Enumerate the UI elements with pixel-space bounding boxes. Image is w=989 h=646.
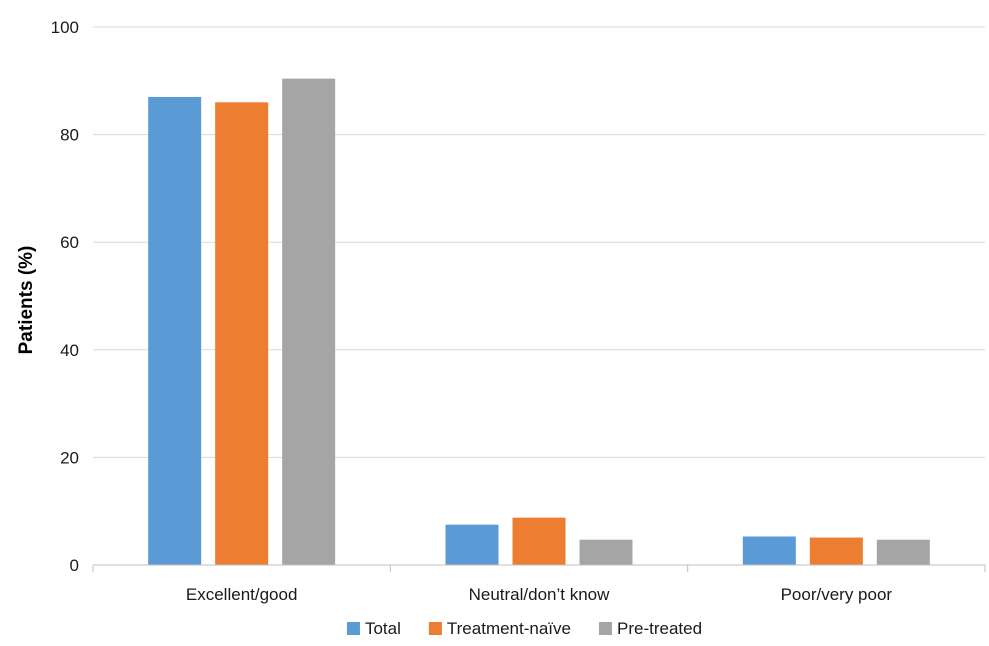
y-tick-label: 0: [70, 556, 79, 575]
legend-swatch: [598, 622, 612, 635]
bar-total: [742, 536, 796, 565]
y-tick-label: 40: [60, 341, 79, 360]
bar-total: [445, 524, 499, 565]
x-category-label: Excellent/good: [186, 585, 298, 604]
bar-treatment-na-ve: [215, 102, 269, 565]
legend-label: Pre-treated: [617, 619, 702, 638]
y-tick-label: 60: [60, 233, 79, 252]
legend: Total Treatment-naïve Pre-treated: [346, 619, 702, 638]
legend-swatch: [428, 622, 442, 635]
y-tick-label: 80: [60, 126, 79, 145]
legend-item: Pre-treated: [598, 619, 702, 638]
bar-pre-treated: [579, 539, 633, 565]
legend-swatch: [346, 622, 360, 635]
x-category-label: Poor/very poor: [781, 585, 893, 604]
legend-label: Total: [365, 619, 401, 638]
legend-item: Total: [346, 619, 401, 638]
x-category-label: Neutral/don’t know: [469, 585, 611, 604]
y-tick-label: 100: [51, 18, 79, 37]
bar-pre-treated: [876, 539, 930, 565]
y-axis-title: Patients (%): [16, 246, 37, 355]
axes: 0 20 40 60 80 100 Excellent/good Neutral/don’t …: [51, 18, 986, 604]
bar-total: [148, 96, 202, 565]
bars: [148, 78, 930, 565]
bar-pre-treated: [282, 78, 336, 565]
y-tick-label: 20: [60, 448, 79, 467]
legend-item: Treatment-naïve: [428, 619, 571, 638]
bar-treatment-na-ve: [512, 517, 566, 565]
bar-treatment-na-ve: [809, 537, 863, 565]
legend-label: Treatment-naïve: [447, 619, 571, 638]
